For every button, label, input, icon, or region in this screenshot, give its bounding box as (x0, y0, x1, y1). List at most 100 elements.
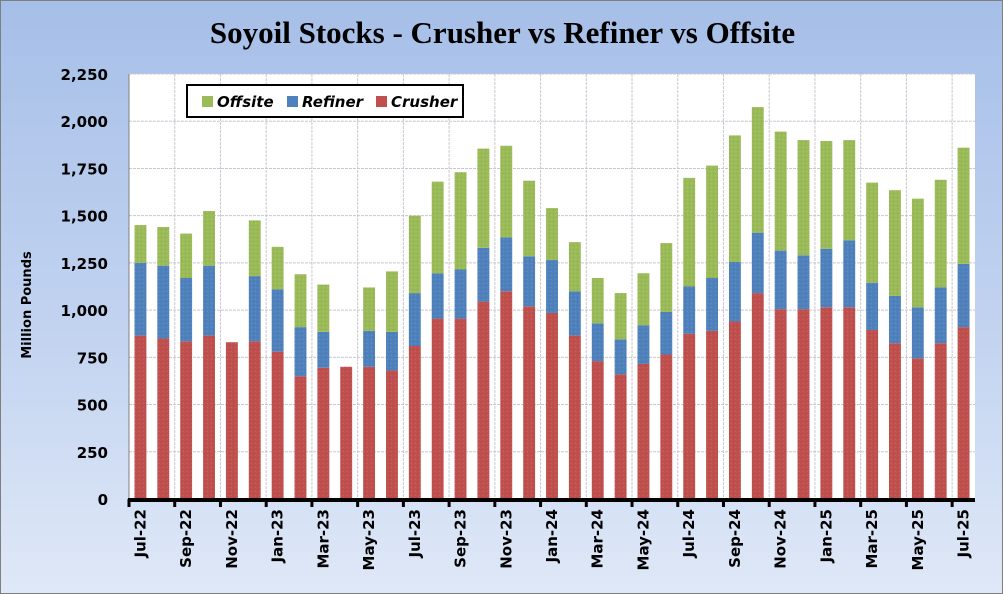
bar-texture (774, 131, 787, 251)
bar-texture (683, 286, 696, 334)
bar-texture (546, 312, 558, 499)
bar-texture (363, 330, 376, 367)
bar-texture (957, 327, 970, 499)
bar-texture (180, 278, 193, 342)
bar-texture (317, 367, 330, 499)
bar-texture (728, 261, 741, 322)
bar-texture (500, 145, 513, 238)
legend-label-crusher: Crusher (391, 93, 459, 111)
x-tick-label: Jul-22 (131, 509, 149, 559)
bar-texture (889, 295, 901, 344)
bar-texture (523, 180, 536, 257)
bar-texture (408, 293, 421, 346)
legend-box (186, 84, 464, 118)
bar-texture (797, 140, 810, 256)
x-tick-label: May-25 (909, 509, 927, 570)
x-tick-label: Sep-24 (726, 509, 744, 568)
y-tick-label: 2,000 (61, 113, 108, 131)
legend-swatch-refiner (287, 96, 298, 107)
bar-texture (477, 247, 490, 302)
bar-texture (523, 306, 536, 499)
bar-texture (134, 225, 147, 263)
y-tick-label: 1,750 (61, 160, 108, 178)
bar-texture (843, 307, 856, 499)
bar-texture (706, 278, 718, 331)
bar-texture (157, 227, 170, 266)
x-tick-label: Mar-25 (863, 509, 881, 569)
legend: Offsite Refiner Crusher (186, 84, 464, 118)
bar-texture (568, 335, 581, 499)
bar-texture (363, 366, 376, 499)
legend-label-refiner: Refiner (302, 93, 365, 111)
y-tick-label: 1,000 (61, 302, 108, 320)
bar-texture (957, 263, 970, 328)
bar-texture (934, 179, 947, 288)
bar-texture (911, 307, 924, 359)
y-axis-label: Million Pounds (20, 251, 35, 359)
bar-texture (706, 165, 718, 278)
bar-texture (889, 343, 901, 499)
bar-texture (431, 318, 444, 499)
x-tick-label: Jul-24 (680, 509, 698, 559)
bar-texture (203, 335, 215, 499)
bar-texture (614, 374, 627, 499)
bar-texture (180, 341, 193, 499)
bar-texture (866, 182, 879, 283)
bar-texture (454, 172, 467, 270)
bar-texture (317, 284, 330, 332)
x-tick-label: May-24 (634, 509, 652, 570)
bars (134, 107, 970, 499)
x-tick-label: Jan-24 (543, 509, 561, 563)
bar-texture (248, 276, 261, 342)
x-tick-label: Jan-23 (269, 509, 287, 563)
y-tick-label: 1,250 (61, 255, 108, 273)
bar-texture (797, 309, 810, 499)
bar-texture (728, 135, 741, 262)
chart-title: Soyoil Stocks - Crusher vs Refiner vs Of… (209, 15, 796, 50)
x-tick-label: Nov-23 (497, 509, 515, 569)
bar-texture (546, 208, 558, 261)
bar-texture (866, 282, 879, 330)
bar-texture (248, 220, 261, 277)
bar-texture (271, 246, 284, 290)
bar-texture (820, 248, 833, 308)
bar-texture (591, 323, 604, 362)
bar-texture (637, 325, 650, 364)
bar-texture (911, 358, 924, 499)
bar-texture (225, 342, 238, 499)
bar-texture (728, 321, 741, 499)
bar-texture (271, 351, 284, 499)
bar-texture (568, 291, 581, 336)
bar-texture (683, 177, 696, 287)
bar-texture (546, 260, 558, 313)
x-tick-label: Nov-24 (772, 509, 790, 569)
bar-texture (134, 335, 147, 499)
bar-texture (294, 274, 307, 328)
bar-texture (614, 293, 627, 340)
bar-texture (408, 215, 421, 294)
y-tick-label: 250 (77, 444, 108, 462)
y-tick-label: 0 (98, 491, 108, 509)
bar-texture (340, 366, 353, 499)
bar-texture (683, 333, 696, 499)
bar-texture (248, 341, 261, 499)
bar-texture (591, 361, 604, 499)
bar-texture (774, 250, 787, 310)
legend-label-offsite: Offsite (217, 93, 274, 111)
bar-texture (774, 309, 787, 499)
bar-texture (431, 273, 444, 319)
x-tick-label: Sep-23 (452, 509, 470, 568)
bar-texture (751, 107, 764, 233)
legend-swatch-offsite (202, 96, 213, 107)
bar-texture (820, 141, 833, 249)
bar-texture (957, 147, 970, 264)
bar-texture (660, 312, 673, 355)
bar-texture (454, 318, 467, 499)
axes (127, 74, 975, 507)
bar-texture (637, 363, 650, 499)
bar-texture (934, 287, 947, 344)
bar-texture (843, 240, 856, 308)
bar-texture (157, 265, 170, 339)
bar-texture (820, 307, 833, 499)
